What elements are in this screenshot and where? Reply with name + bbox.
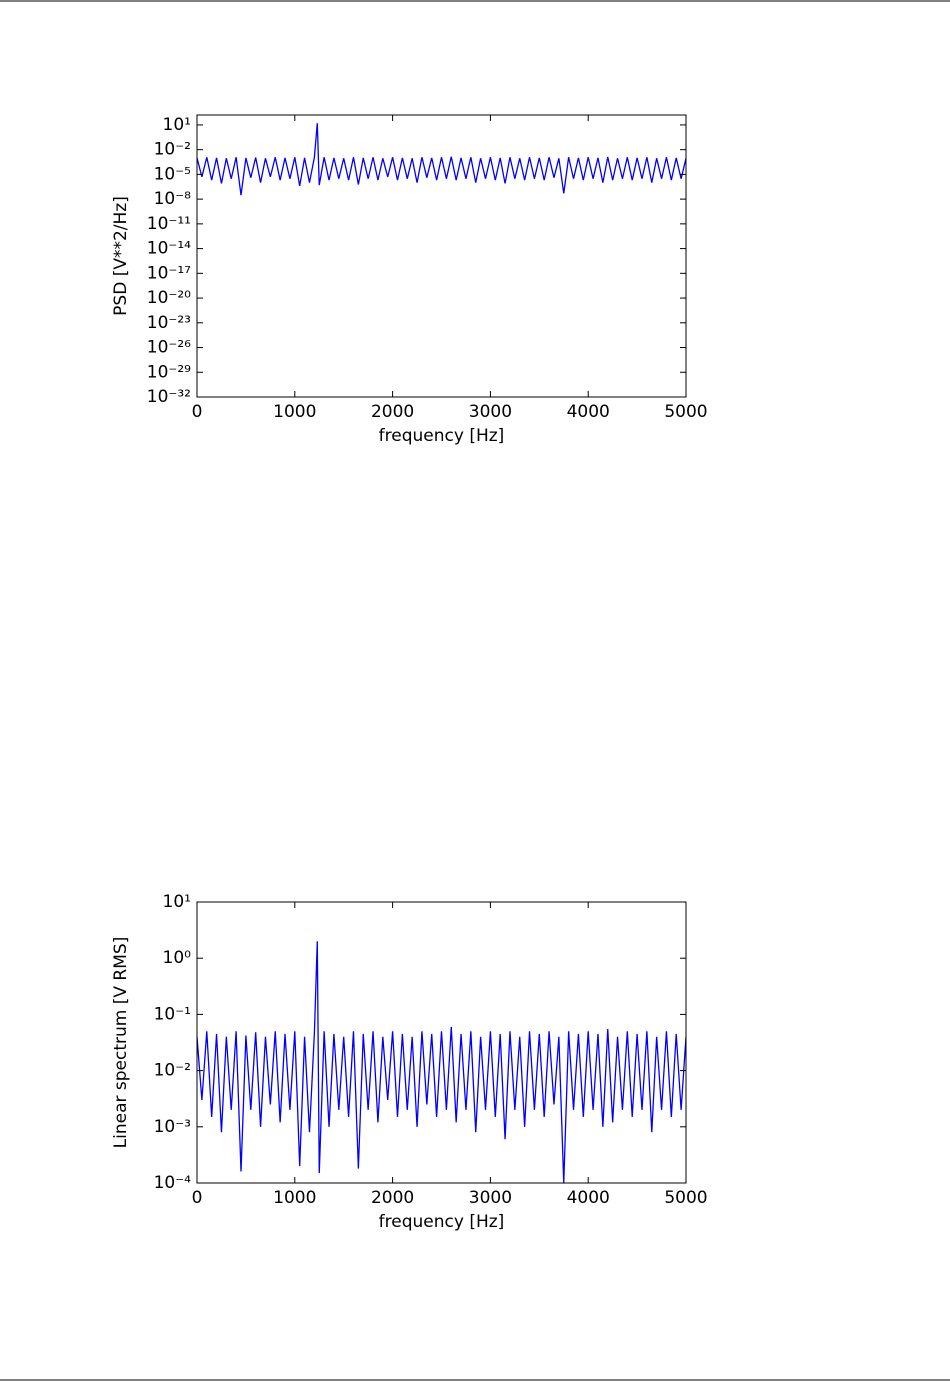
y-tick-label: 10⁻⁸ (154, 189, 192, 209)
y-tick-label: 10⁻²⁹ (147, 362, 191, 382)
y-tick-label: 10⁰ (163, 948, 192, 968)
x-tick-label: 3000 (469, 1188, 512, 1208)
x-tick-label: 2000 (371, 402, 414, 422)
y-tick-label: 10⁻¹¹ (147, 214, 191, 234)
x-axis-label: frequency [Hz] (379, 1212, 505, 1232)
x-tick-label: 0 (192, 402, 203, 422)
x-tick-label: 5000 (664, 1188, 707, 1208)
y-axis-label: PSD [V**2/Hz] (111, 196, 131, 316)
x-tick-label: 5000 (664, 402, 707, 422)
x-tick-label: 1000 (273, 1188, 316, 1208)
y-tick-label: 10⁻³² (147, 387, 191, 407)
x-tick-label: 2000 (371, 1188, 414, 1208)
plot: 0 1000 2000 3000 4000 5000 10¹ 10⁰ 10⁻¹ 10⁻² 10⁻³ 1… (111, 892, 708, 1232)
plot: 0 1000 2000 3000 4000 5000 10¹ 10⁻² 10⁻⁵ 10⁻⁸ 10⁻¹… (111, 114, 708, 446)
y-tick-label: 10⁻⁵ (154, 164, 191, 184)
axes-frame (196, 114, 687, 398)
y-tick-label: 10⁻² (154, 140, 191, 160)
y-axis-label: Linear spectrum [V RMS] (111, 937, 131, 1149)
x-tick-label: 4000 (567, 402, 610, 422)
x-tick-label: 4000 (567, 1188, 610, 1208)
axes-frame (196, 901, 687, 1184)
y-tick-label: 10¹ (163, 115, 191, 135)
y-tick-label: 10⁻²⁶ (147, 338, 191, 358)
y-tick-label: 10⁻¹⁷ (147, 263, 191, 283)
y-tick-label: 10⁻¹ (154, 1004, 191, 1024)
y-tick-label: 10⁻² (154, 1061, 191, 1081)
spectrum-line (197, 123, 686, 196)
x-tick-label: 1000 (273, 402, 316, 422)
x-tick-label: 3000 (469, 402, 512, 422)
y-tick-label: 10⁻²³ (147, 313, 191, 333)
y-tick-label: 10⁻³ (154, 1117, 191, 1137)
y-tick-label: 10¹ (163, 892, 191, 912)
y-tick-label: 10⁻⁴ (154, 1173, 192, 1193)
spectrum-line (197, 941, 686, 1183)
y-tick-label: 10⁻²⁰ (147, 288, 191, 308)
y-tick-label: 10⁻¹⁴ (147, 239, 191, 259)
x-axis-label: frequency [Hz] (379, 426, 505, 446)
x-tick-label: 0 (192, 1188, 203, 1208)
